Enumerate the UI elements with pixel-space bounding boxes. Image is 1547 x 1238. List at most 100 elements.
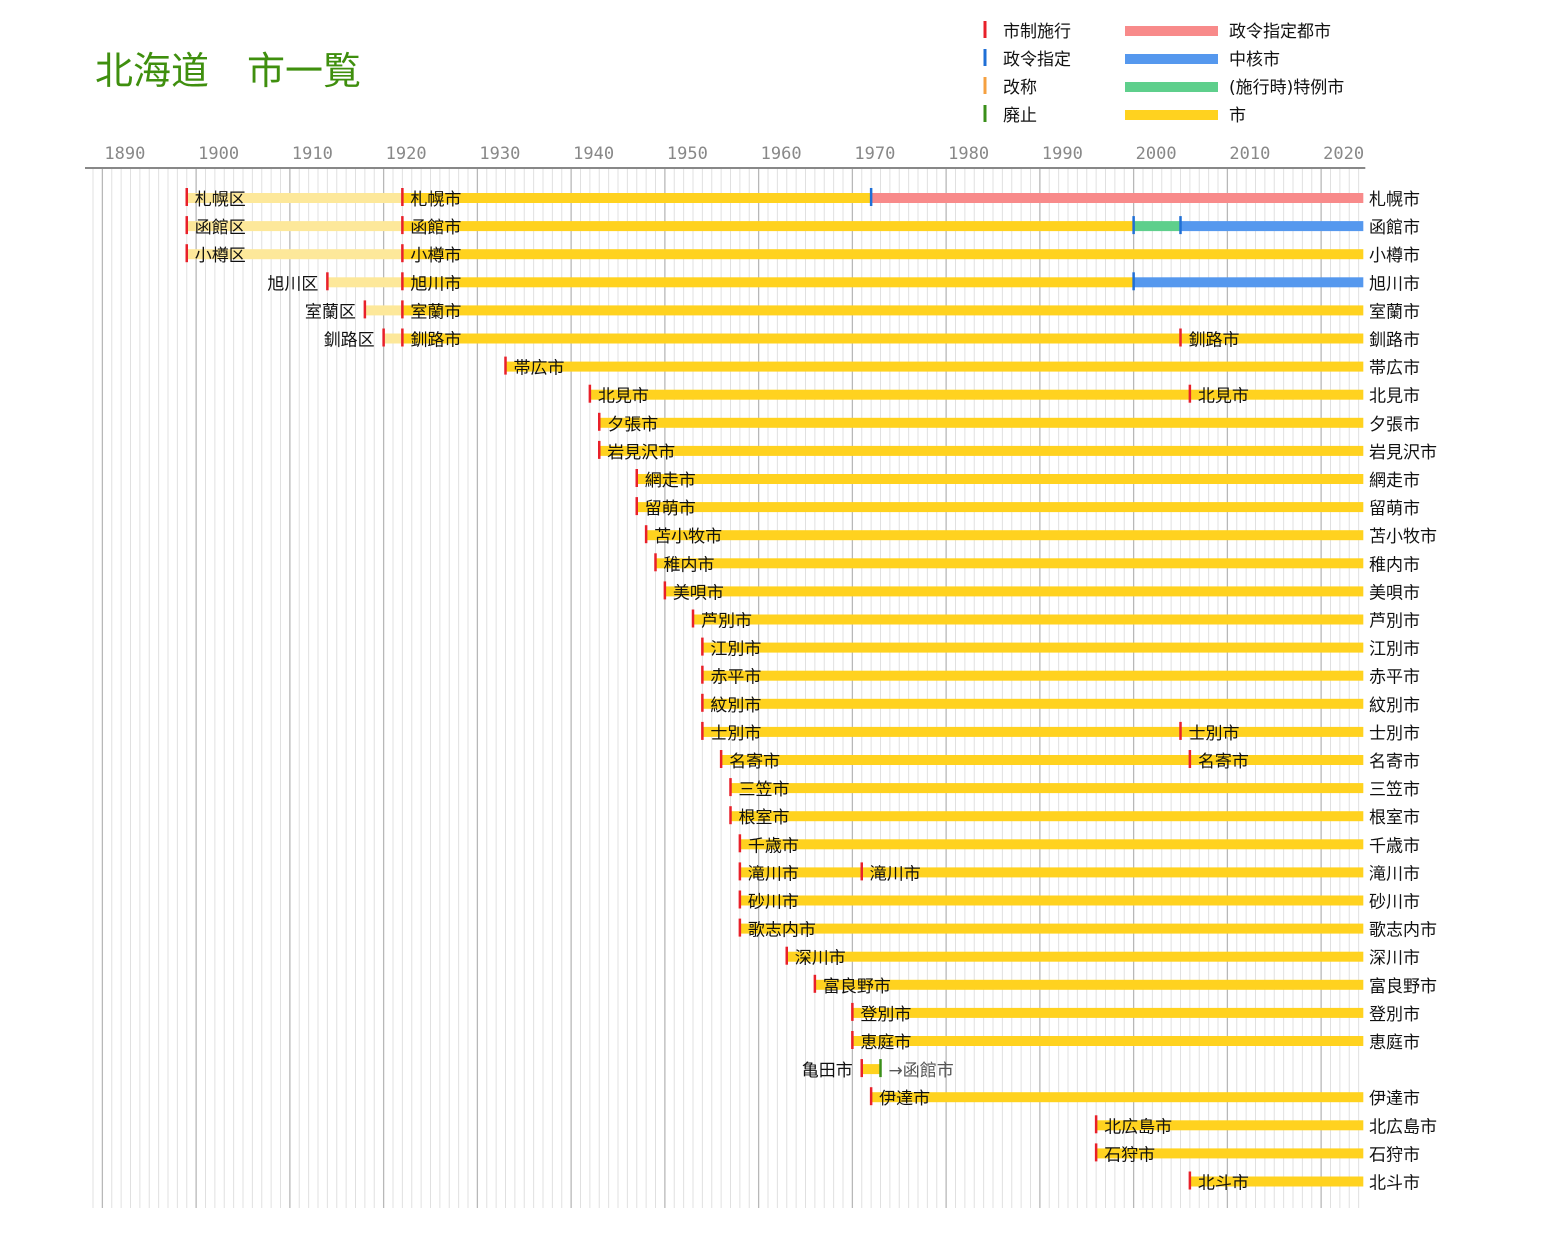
legend-bar-swatch	[1125, 54, 1218, 64]
bar-segment	[505, 361, 1364, 372]
bar-segment	[599, 417, 1364, 428]
city-inline-label: 網走市	[645, 471, 696, 491]
city-inline-label: 稚内市	[664, 555, 715, 575]
city-row: 岩見沢市 岩見沢市	[598, 440, 1437, 463]
city-inline-label: 旭川市	[410, 274, 461, 294]
city-inline-label: 岩見沢市	[607, 443, 675, 463]
bar-segment	[364, 305, 403, 316]
city-inline-label: 士別市	[1189, 724, 1240, 744]
city-row: 名寄市 名寄市 名寄市	[719, 750, 1420, 772]
bar-segment	[721, 755, 1364, 765]
city-inline-label: 夕張市	[607, 415, 658, 435]
city-current-name: 江別市	[1369, 640, 1420, 660]
city-row: 北見市 北見市 北見市	[588, 384, 1420, 407]
city-inline-label: 芦別市	[701, 612, 752, 632]
bar-segment	[186, 249, 403, 260]
bar-segment	[383, 333, 403, 344]
city-inline-label: 北見市	[598, 387, 649, 407]
city-row: 夕張市 夕張市	[598, 412, 1420, 435]
city-inline-label: 小樽区	[195, 246, 246, 266]
legend-bar-swatch	[1125, 26, 1218, 36]
x-axis: 1890 1900 1910 1920 1930 1940 1950 1960 1970 1980…	[85, 144, 1366, 169]
city-current-name: 砂川市	[1369, 893, 1420, 913]
city-current-name: 函館市	[1369, 218, 1420, 238]
city-inline-label: 帯広市	[514, 359, 565, 379]
grid	[92, 168, 1360, 1208]
x-tick-label: 1910	[292, 144, 333, 164]
city-current-name: 美唄市	[1369, 583, 1420, 603]
bar-segment	[739, 895, 1364, 906]
city-inline-label: 室蘭区	[305, 302, 356, 322]
bar-segment	[739, 923, 1364, 934]
city-row: 根室市 根室市	[729, 806, 1420, 828]
bar-segment	[702, 670, 1364, 681]
city-current-name: 釧路市	[1369, 331, 1420, 351]
bar-segment	[327, 277, 403, 288]
city-row: 室蘭区 室蘭市 室蘭市	[305, 300, 1420, 322]
bar-segment	[402, 221, 1134, 232]
city-row: 登別市 登別市	[851, 1002, 1420, 1025]
bar-segment	[1133, 277, 1364, 288]
city-inline-label: 釧路市	[1189, 331, 1240, 351]
bar-segment	[655, 558, 1364, 569]
city-row: 恵庭市 恵庭市	[851, 1031, 1420, 1053]
legend-bar-label: 政令指定都市	[1229, 22, 1331, 42]
legend-bar-label: 市	[1229, 106, 1246, 126]
city-current-name: 深川市	[1369, 949, 1420, 969]
city-inline-label: 石狩市	[1104, 1145, 1155, 1165]
city-current-name: 紋別市	[1369, 696, 1420, 716]
bar-segment	[402, 249, 1364, 260]
city-inline-label: 三笠市	[739, 780, 790, 800]
legend-mark-label: 廃止	[1003, 106, 1037, 126]
city-inline-label: 士別市	[710, 724, 761, 744]
city-current-name: 登別市	[1369, 1005, 1420, 1025]
legend-mark-label: 市制施行	[1003, 22, 1071, 42]
city-current-name: 岩見沢市	[1369, 443, 1437, 463]
city-row: 紋別市 紋別市	[701, 693, 1420, 716]
bar-segment	[852, 1036, 1364, 1046]
city-current-name: 富良野市	[1369, 977, 1437, 997]
city-row: 北広島市 北広島市	[1094, 1115, 1437, 1137]
bar-segment	[1180, 221, 1364, 232]
city-inline-label: 名寄市	[1198, 752, 1249, 772]
x-tick-label: 1900	[198, 144, 239, 164]
city-row: 網走市 網走市	[635, 469, 1420, 491]
city-row: 函館区 函館市 函館市	[185, 216, 1420, 238]
city-inline-label: 札幌区	[195, 190, 246, 210]
x-tick-label: 1930	[479, 144, 520, 164]
city-row: 札幌区 札幌市 札幌市	[185, 188, 1420, 210]
bar-segment	[814, 979, 1364, 990]
bar-segment	[1096, 1120, 1364, 1131]
bar-segment	[693, 614, 1364, 625]
city-inline-label: 恵庭市	[860, 1033, 911, 1053]
city-inline-label: 旭川区	[267, 274, 318, 294]
city-inline-label: 登別市	[860, 1005, 911, 1025]
city-inline-label: 留萌市	[645, 499, 696, 519]
bar-segment	[589, 389, 1364, 400]
bar-segment	[730, 783, 1364, 794]
bar-segment	[702, 698, 1364, 709]
bar-segment	[186, 221, 403, 232]
bar-segment	[186, 193, 403, 203]
city-row: 芦別市 芦別市	[691, 609, 1420, 632]
city-row: 美唄市 美唄市	[663, 581, 1420, 603]
bar-segment	[636, 502, 1364, 513]
city-row: 旭川区 旭川市 旭川市	[267, 272, 1420, 294]
legend-bar-label: 中核市	[1229, 50, 1280, 70]
city-inline-label: 紋別市	[710, 696, 761, 716]
bar-segment	[730, 811, 1364, 822]
legend-mark-label: 改称	[1003, 78, 1037, 98]
bar-segment	[852, 1007, 1364, 1018]
city-inline-label: 根室市	[739, 808, 790, 828]
legend-bar-label: (施行時)特例市	[1229, 78, 1344, 98]
city-inline-label: 滝川市	[748, 864, 799, 884]
city-current-name: 帯広市	[1369, 359, 1420, 379]
city-inline-label: 小樽市	[410, 246, 461, 266]
city-current-name: 北斗市	[1369, 1174, 1420, 1194]
city-row: 石狩市 石狩市	[1094, 1143, 1420, 1165]
city-current-name: 留萌市	[1369, 499, 1420, 519]
city-row: 小樽区 小樽市 小樽市	[185, 244, 1420, 266]
city-inline-label: 砂川市	[748, 893, 799, 913]
rows: 札幌区 札幌市 札幌市函館区 函館市 函館市小樽区 小樽市 小樽市旭川区 旭川市 旭川市室蘭区室…	[185, 188, 1437, 1194]
